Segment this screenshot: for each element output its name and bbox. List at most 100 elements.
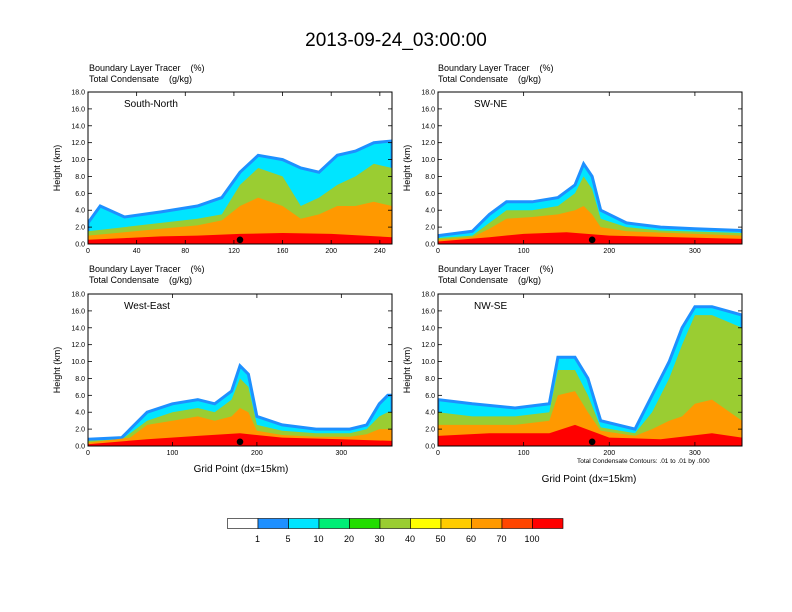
colorbar-label: 5 <box>285 534 291 544</box>
tracer-field <box>88 363 392 446</box>
panel-header-nw-se: Boundary Layer Tracer (%) Total Condensat… <box>438 264 554 286</box>
location-marker <box>236 236 244 244</box>
colorbar <box>227 518 564 529</box>
colorbar-swatch <box>318 518 350 529</box>
y-axis-label: Height (km) <box>402 145 412 192</box>
x-tick-label: 240 <box>374 248 386 255</box>
colorbar-label: 60 <box>465 534 476 544</box>
x-tick-label: 0 <box>86 248 90 255</box>
x-tick-label: 200 <box>251 450 263 457</box>
panel-label: NW-SE <box>474 301 507 312</box>
chart-panel-west-east: 0.0 2.0 4.0 6.0 8.0 10.0 12.0 14.0 16.0 18.0 0 100 2… <box>52 292 393 457</box>
y-tick-label: 14.0 <box>421 325 435 332</box>
y-tick-label: 18.0 <box>71 90 85 97</box>
chart-panel-nw-se: 0.0 2.0 4.0 6.0 8.0 10.0 12.0 14.0 16.0 18.0 0 100 2… <box>402 292 743 457</box>
plot-frame <box>87 293 393 447</box>
tracer-field <box>438 305 742 446</box>
y-tick-label: 4.0 <box>425 208 435 215</box>
y-axis-label: Height (km) <box>52 145 62 192</box>
x-tick-label: 200 <box>603 248 615 255</box>
panel-header-line2: Total Condensate (g/kg) <box>89 74 193 84</box>
plot-frame <box>87 91 393 245</box>
y-axis-label: Height (km) <box>52 347 62 394</box>
colorbar-swatch <box>227 518 259 529</box>
y-tick-label: 0.0 <box>425 444 435 451</box>
y-tick-label: 2.0 <box>425 225 435 232</box>
panel-header-line2: Total Condensate (g/kg) <box>438 275 542 285</box>
tracer-layer-60 <box>88 408 392 446</box>
colorbar-swatch <box>379 518 411 529</box>
x-tick-label: 300 <box>689 450 701 457</box>
x-tick-label: 0 <box>436 450 440 457</box>
y-tick-label: 4.0 <box>75 208 85 215</box>
x-tick-label: 200 <box>603 450 615 457</box>
x-axis-label-nw-se: Grid Point (dx=15km) <box>541 474 637 485</box>
y-axis-label: Height (km) <box>402 347 412 394</box>
x-axis-label-west-east: Grid Point (dx=15km) <box>193 464 289 475</box>
y-tick-label: 16.0 <box>421 106 435 113</box>
y-tick-label: 14.0 <box>421 123 435 130</box>
plot-frame <box>437 91 743 245</box>
y-tick-label: 18.0 <box>421 292 435 299</box>
panel-label: South-North <box>124 99 178 110</box>
x-tick-label: 300 <box>689 248 701 255</box>
panel-header-line2: Total Condensate (g/kg) <box>89 275 193 285</box>
x-tick-label: 300 <box>335 450 347 457</box>
colorbar-label: 100 <box>524 534 540 544</box>
y-tick-label: 4.0 <box>75 410 85 417</box>
y-tick-label: 8.0 <box>75 174 85 181</box>
colorbar-label: 50 <box>435 534 446 544</box>
x-tick-label: 100 <box>518 450 530 457</box>
panel-header-west-east: Boundary Layer Tracer (%) Total Condensat… <box>89 264 205 286</box>
colorbar-label: 40 <box>404 534 415 544</box>
y-tick-label: 16.0 <box>421 308 435 315</box>
tracer-field <box>438 160 742 244</box>
colorbar-swatch <box>471 518 503 529</box>
tracer-layer-20 <box>438 315 742 446</box>
figure-title: 2013-09-24_03:00:00 <box>305 30 487 51</box>
y-tick-label: 14.0 <box>71 325 85 332</box>
colorbar-label: 1 <box>254 534 260 544</box>
contour-note: Total Condensate Contours: .01 to .01 by… <box>577 458 710 465</box>
panel-header-sw-ne: Boundary Layer Tracer (%) Total Condensat… <box>438 63 554 85</box>
location-marker <box>588 236 596 244</box>
panel-header-line1: Boundary Layer Tracer (%) <box>438 264 554 274</box>
y-tick-label: 2.0 <box>425 427 435 434</box>
panel-header-line1: Boundary Layer Tracer (%) <box>438 63 554 73</box>
colorbar-swatch <box>257 518 289 529</box>
panel-label: West-East <box>124 301 170 312</box>
plot-frame <box>437 293 743 447</box>
y-tick-label: 16.0 <box>71 308 85 315</box>
y-tick-label: 10.0 <box>71 157 85 164</box>
y-tick-label: 6.0 <box>425 191 435 198</box>
colorbar-swatch <box>288 518 320 529</box>
x-tick-label: 120 <box>228 248 240 255</box>
tracer-layer-60 <box>438 206 742 244</box>
colorbar-swatch <box>532 518 564 529</box>
tracer-layer-60 <box>88 197 392 244</box>
y-tick-label: 6.0 <box>75 191 85 198</box>
tracer-field <box>88 139 392 244</box>
y-tick-label: 12.0 <box>421 342 435 349</box>
y-tick-label: 2.0 <box>75 427 85 434</box>
x-tick-label: 100 <box>518 248 530 255</box>
y-tick-label: 2.0 <box>75 225 85 232</box>
y-tick-label: 8.0 <box>425 376 435 383</box>
x-tick-label: 40 <box>133 248 141 255</box>
y-tick-label: 6.0 <box>425 393 435 400</box>
x-tick-label: 0 <box>436 248 440 255</box>
panel-header-south-north: Boundary Layer Tracer (%) Total Condensat… <box>89 63 205 85</box>
panel-label: SW-NE <box>474 99 507 110</box>
panel-header-line2: Total Condensate (g/kg) <box>438 74 542 84</box>
chart-panel-south-north: 0.0 2.0 4.0 6.0 8.0 10.0 12.0 14.0 16.0 18.0 0 40 80… <box>52 90 393 255</box>
colorbar-label: 70 <box>496 534 507 544</box>
x-tick-label: 200 <box>325 248 337 255</box>
x-tick-label: 0 <box>86 450 90 457</box>
y-tick-label: 8.0 <box>75 376 85 383</box>
panel-header-line1: Boundary Layer Tracer (%) <box>89 63 205 73</box>
y-tick-label: 12.0 <box>71 140 85 147</box>
y-tick-label: 4.0 <box>425 410 435 417</box>
y-tick-label: 10.0 <box>421 359 435 366</box>
y-tick-label: 18.0 <box>421 90 435 97</box>
chart-panel-sw-ne: 0.0 2.0 4.0 6.0 8.0 10.0 12.0 14.0 16.0 18.0 0 100 2… <box>402 90 743 255</box>
